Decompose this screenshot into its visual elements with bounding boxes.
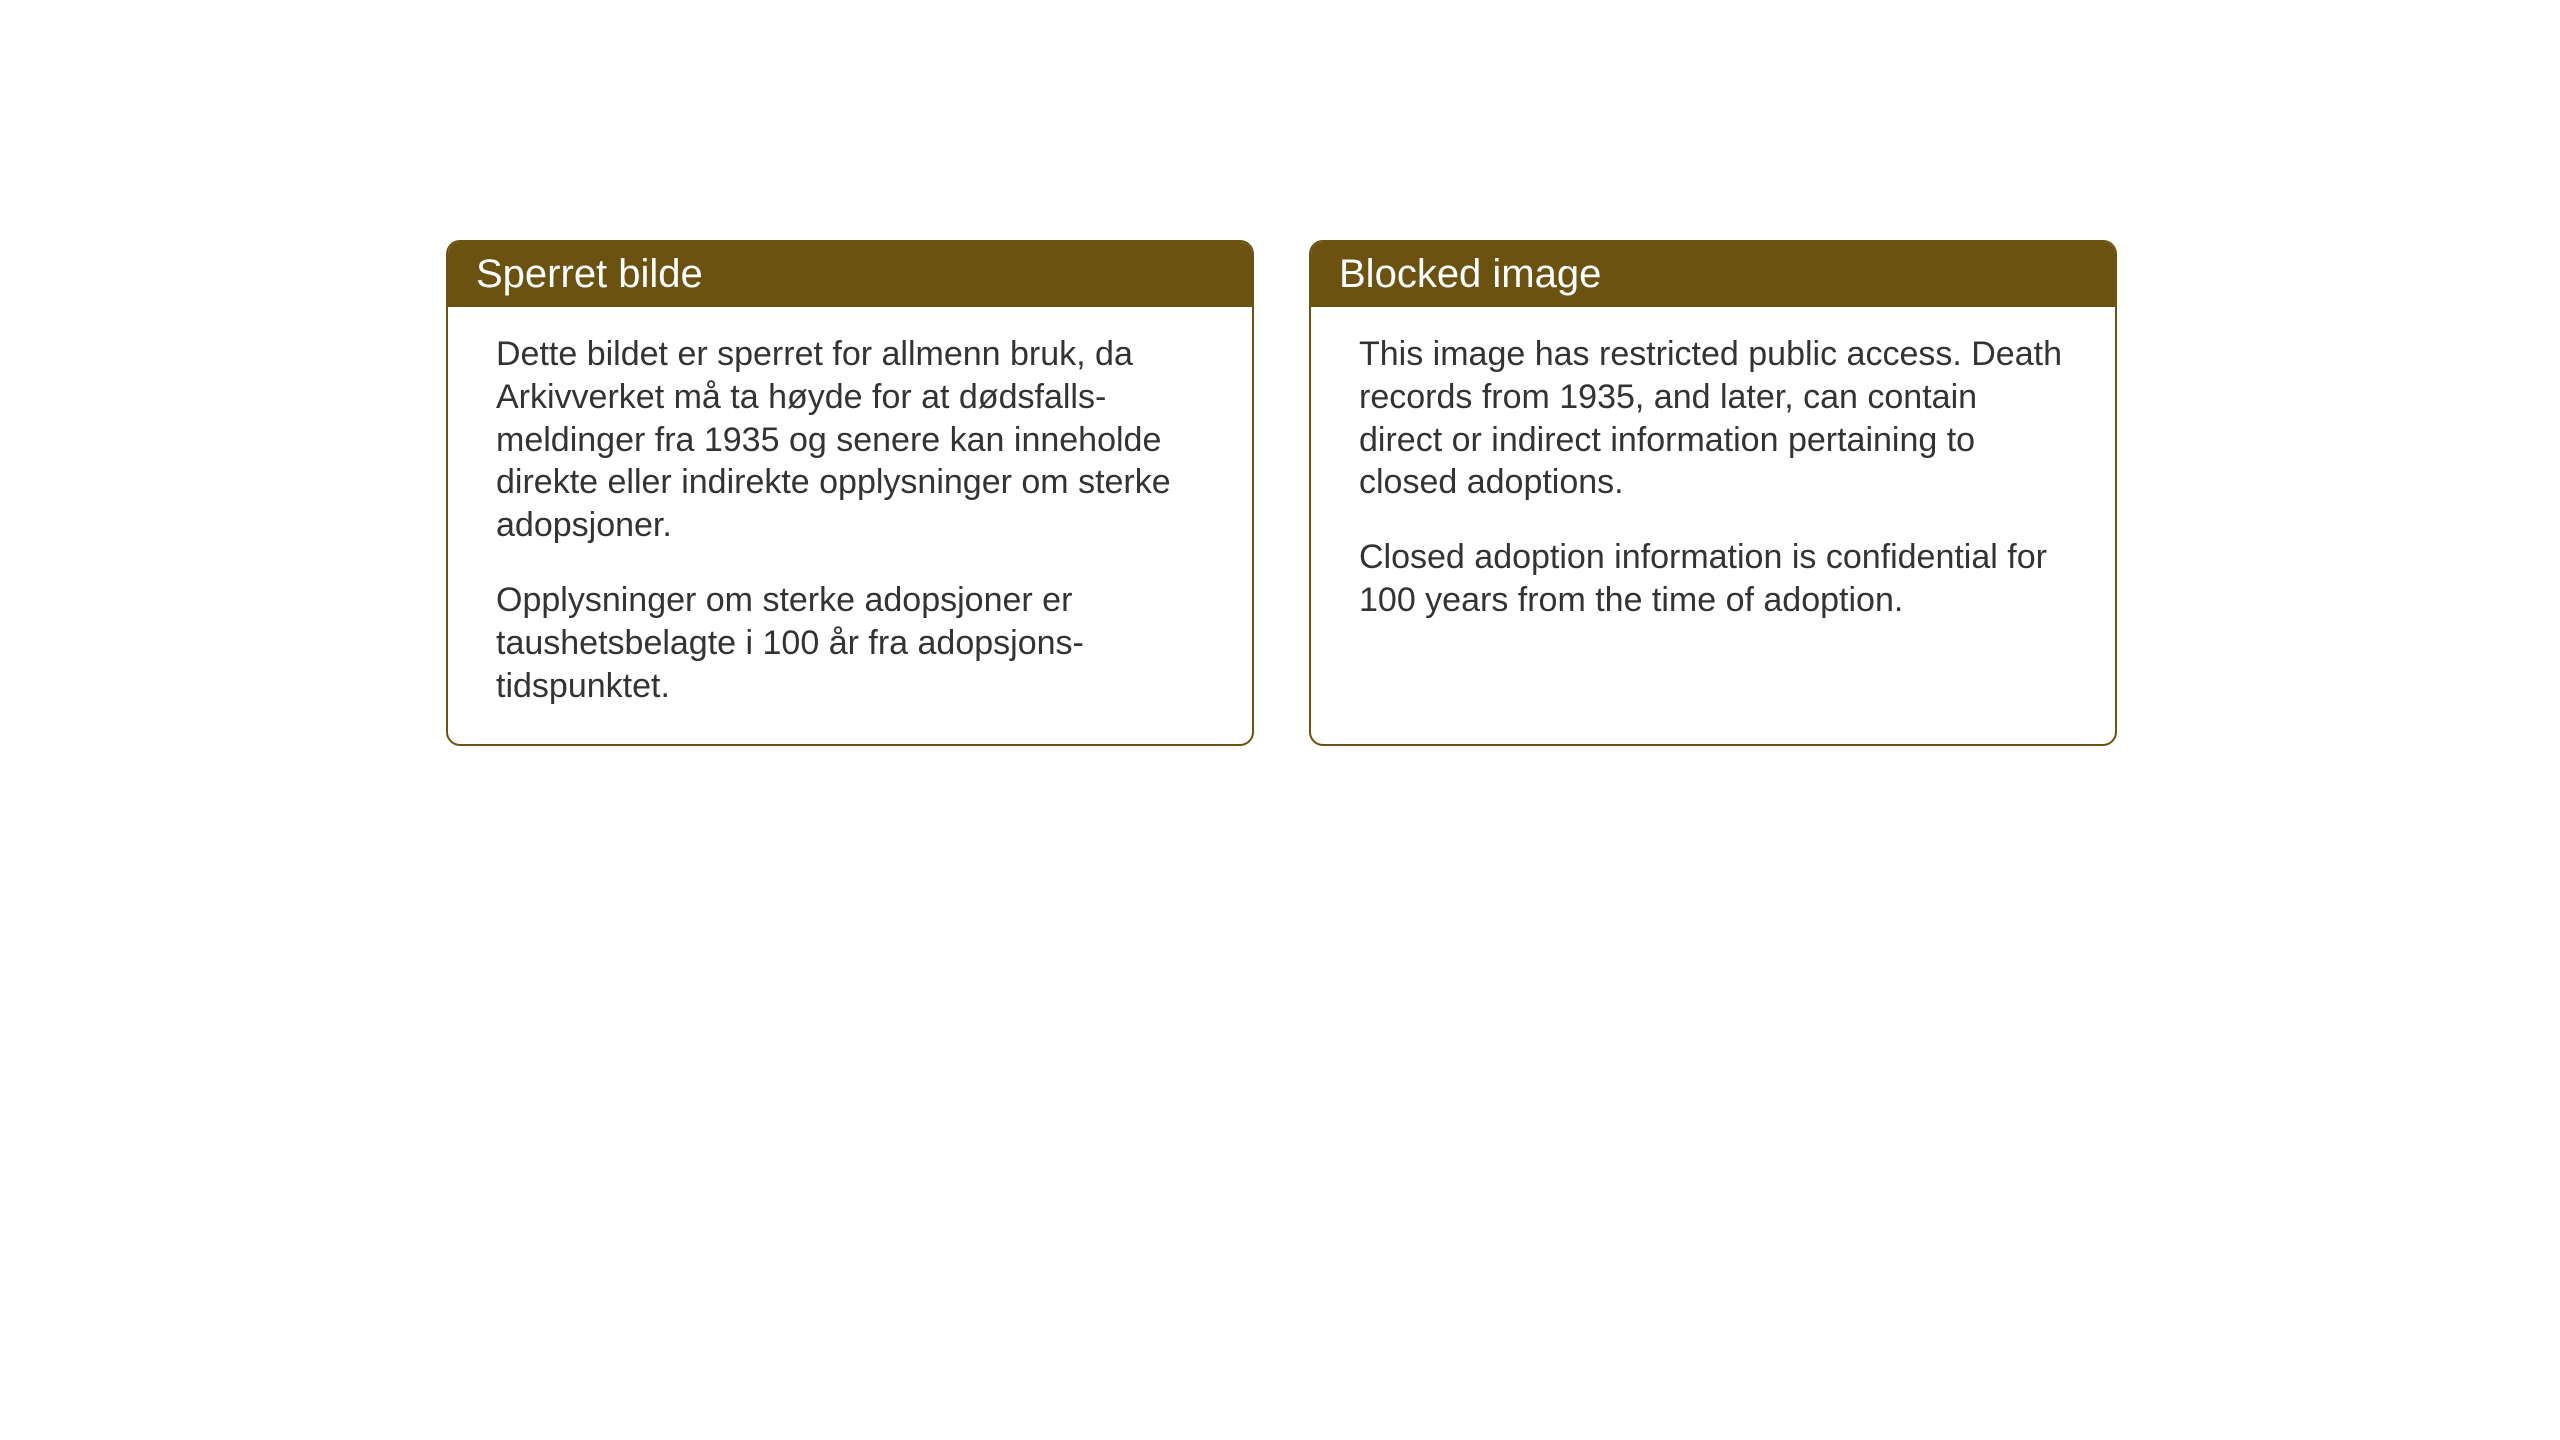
english-card: Blocked image This image has restricted … bbox=[1309, 240, 2117, 746]
english-paragraph-2: Closed adoption information is confident… bbox=[1359, 536, 2067, 622]
norwegian-card: Sperret bilde Dette bildet er sperret fo… bbox=[446, 240, 1254, 746]
norwegian-card-title: Sperret bilde bbox=[476, 252, 703, 296]
cards-container: Sperret bilde Dette bildet er sperret fo… bbox=[446, 240, 2117, 746]
norwegian-card-header: Sperret bilde bbox=[448, 242, 1252, 307]
english-card-header: Blocked image bbox=[1311, 242, 2115, 307]
english-paragraph-1: This image has restricted public access.… bbox=[1359, 333, 2067, 504]
english-card-title: Blocked image bbox=[1339, 252, 1601, 296]
norwegian-card-body: Dette bildet er sperret for allmenn bruk… bbox=[448, 307, 1252, 744]
norwegian-paragraph-2: Opplysninger om sterke adopsjoner er tau… bbox=[496, 579, 1204, 707]
norwegian-paragraph-1: Dette bildet er sperret for allmenn bruk… bbox=[496, 333, 1204, 547]
english-card-body: This image has restricted public access.… bbox=[1311, 307, 2115, 744]
